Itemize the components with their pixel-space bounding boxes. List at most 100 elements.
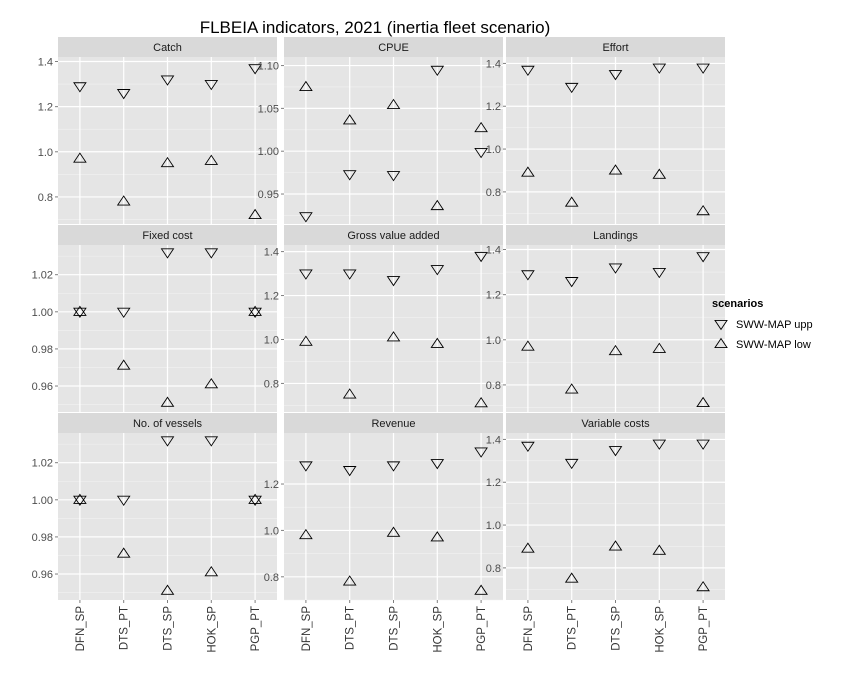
data-point-sww-map-low-pgp-pt <box>248 208 262 220</box>
legend-marker-sww-map-low <box>714 337 728 349</box>
x-tick-label: DTS_PT <box>567 606 579 650</box>
data-point-sww-map-low-dfn-sp <box>299 80 313 92</box>
facet-gross-value-added: Gross value added 0.8 1.0 1.2 1.4 <box>264 225 503 412</box>
data-point-sww-map-low-dfn-sp <box>299 528 313 540</box>
facet-strip-label: CPUE <box>378 42 409 54</box>
data-point-sww-map-low-dts-sp <box>160 396 175 407</box>
facet-strip <box>284 413 503 433</box>
data-point-sww-map-low-dfn-sp <box>73 152 87 163</box>
x-tick-label: DTS_SP <box>611 606 623 651</box>
data-point-sww-map-upp-pgp-pt <box>474 148 488 159</box>
facet-strip-label: Gross value added <box>347 230 439 242</box>
data-point-sww-map-low-dts-pt <box>342 575 357 586</box>
facet-strip-label: Revenue <box>371 418 415 430</box>
facet-strip <box>58 413 277 433</box>
facet-effort: Effort 0.8 1.0 1.2 1.4 <box>486 37 725 224</box>
data-point-sww-map-upp-pgp-pt <box>248 495 262 507</box>
data-point-sww-map-upp-pgp-pt <box>696 439 710 450</box>
data-point-sww-map-low-pgp-pt <box>248 493 262 504</box>
y-tick-label: 1.00 <box>258 146 279 158</box>
data-point-sww-map-low-dts-sp <box>160 156 175 168</box>
data-point-sww-map-upp-dfn-sp <box>299 461 313 472</box>
data-point-sww-map-low-hok-sp <box>430 199 445 211</box>
data-point-sww-map-low-pgp-pt <box>474 584 488 595</box>
data-point-sww-map-upp-hok-sp <box>204 80 219 91</box>
facet-variable-costs: Variable costs 0.8 1.0 1.2 1.4 DFN_SP DTS_PT DT… <box>486 413 725 653</box>
y-tick-label: 1.10 <box>258 61 279 73</box>
y-tick-label: 1.0 <box>486 144 501 156</box>
x-tick-label: DTS_SP <box>163 606 175 651</box>
facet-strip-label: Variable costs <box>581 418 650 430</box>
facet-strip-label: No. of vessels <box>133 418 203 430</box>
data-point-sww-map-low-pgp-pt <box>474 396 488 408</box>
data-point-sww-map-low-dts-sp <box>386 331 401 342</box>
facet-revenue: Revenue 0.8 1.0 1.2 DFN_SP DTS_PT DTS_SP HOK_SP… <box>264 413 503 653</box>
data-point-sww-map-upp-hok-sp <box>430 65 445 77</box>
y-tick-label: 1.2 <box>486 477 501 489</box>
x-tick-label: DFN_SP <box>301 606 313 652</box>
y-tick-label: 1.00 <box>32 307 53 319</box>
data-point-sww-map-upp-dts-sp <box>386 171 401 182</box>
data-point-sww-map-upp-dts-pt <box>342 269 357 280</box>
data-point-sww-map-upp-dts-pt <box>564 82 579 94</box>
data-point-sww-map-low-dts-sp <box>386 98 401 110</box>
y-tick-label: 0.96 <box>32 381 53 393</box>
y-tick-label: 1.4 <box>486 434 501 446</box>
data-point-sww-map-low-hok-sp <box>652 544 667 555</box>
facet-strip-label: Fixed cost <box>142 230 192 242</box>
data-point-sww-map-low-dts-pt <box>116 195 131 206</box>
facet-strip-label: Landings <box>593 230 638 242</box>
data-point-sww-map-low-dfn-sp <box>521 166 535 177</box>
data-point-sww-map-upp-pgp-pt <box>696 252 710 263</box>
data-point-sww-map-upp-hok-sp <box>652 63 667 74</box>
data-point-sww-map-low-dfn-sp <box>521 542 535 553</box>
data-point-sww-map-upp-hok-sp <box>204 436 219 447</box>
data-point-sww-map-upp-pgp-pt <box>474 251 488 263</box>
data-point-sww-map-low-hok-sp <box>430 337 445 348</box>
data-point-sww-map-low-dts-sp <box>608 540 623 551</box>
data-point-sww-map-low-dts-sp <box>160 584 175 595</box>
data-point-sww-map-low-dfn-sp <box>521 340 535 351</box>
facet-cpue: CPUE 0.95 1.00 1.05 1.10 <box>258 37 503 224</box>
data-point-sww-map-low-hok-sp <box>652 168 667 179</box>
y-tick-label: 1.0 <box>38 147 53 159</box>
y-tick-label: 1.4 <box>264 247 279 259</box>
x-tick-label: DTS_PT <box>345 606 357 650</box>
y-tick-label: 0.98 <box>32 344 53 356</box>
facet-strip <box>284 225 503 245</box>
data-point-sww-map-upp-hok-sp <box>204 248 219 259</box>
data-point-sww-map-upp-pgp-pt <box>248 307 262 319</box>
data-point-sww-map-upp-dts-pt <box>116 495 131 507</box>
data-point-sww-map-low-dts-sp <box>608 164 623 175</box>
data-point-sww-map-upp-dts-sp <box>160 436 175 447</box>
data-point-sww-map-low-pgp-pt <box>696 204 710 216</box>
data-point-sww-map-upp-hok-sp <box>430 459 445 470</box>
y-tick-label: 1.05 <box>258 103 279 115</box>
facet-catch: Catch 0.8 1.0 1.2 1.4 <box>38 37 277 224</box>
data-point-sww-map-low-dts-pt <box>564 572 579 583</box>
data-point-sww-map-low-hok-sp <box>430 531 445 542</box>
y-tick-label: 1.2 <box>264 479 279 491</box>
facet-strip <box>58 225 277 245</box>
data-point-sww-map-upp-dfn-sp <box>299 212 313 223</box>
y-tick-label: 1.0 <box>264 525 279 537</box>
y-tick-label: 1.2 <box>486 101 501 113</box>
y-tick-label: 1.0 <box>264 334 279 346</box>
data-point-sww-map-upp-dfn-sp <box>73 82 87 93</box>
data-point-sww-map-upp-dts-sp <box>160 75 175 86</box>
data-point-sww-map-upp-dfn-sp <box>521 441 535 453</box>
facet-no-of-vessels: No. of vessels 0.96 0.98 1.00 1.02 DFN_SP DTS_… <box>32 413 277 653</box>
data-point-sww-map-low-hok-sp <box>204 154 219 165</box>
data-point-sww-map-low-dfn-sp <box>73 305 87 316</box>
y-tick-label: 0.8 <box>486 380 501 392</box>
data-point-sww-map-upp-dts-pt <box>564 458 579 470</box>
data-point-sww-map-low-dfn-sp <box>299 335 313 346</box>
data-point-sww-map-upp-dfn-sp <box>521 270 535 281</box>
y-tick-label: 1.00 <box>32 495 53 507</box>
data-point-sww-map-upp-dts-sp <box>386 461 401 472</box>
legend-marker-sww-map-upp <box>714 319 728 331</box>
y-tick-label: 1.2 <box>264 291 279 303</box>
facet-strip-label: Catch <box>153 42 182 54</box>
data-point-sww-map-upp-hok-sp <box>652 268 667 279</box>
facet-strip <box>506 413 725 433</box>
